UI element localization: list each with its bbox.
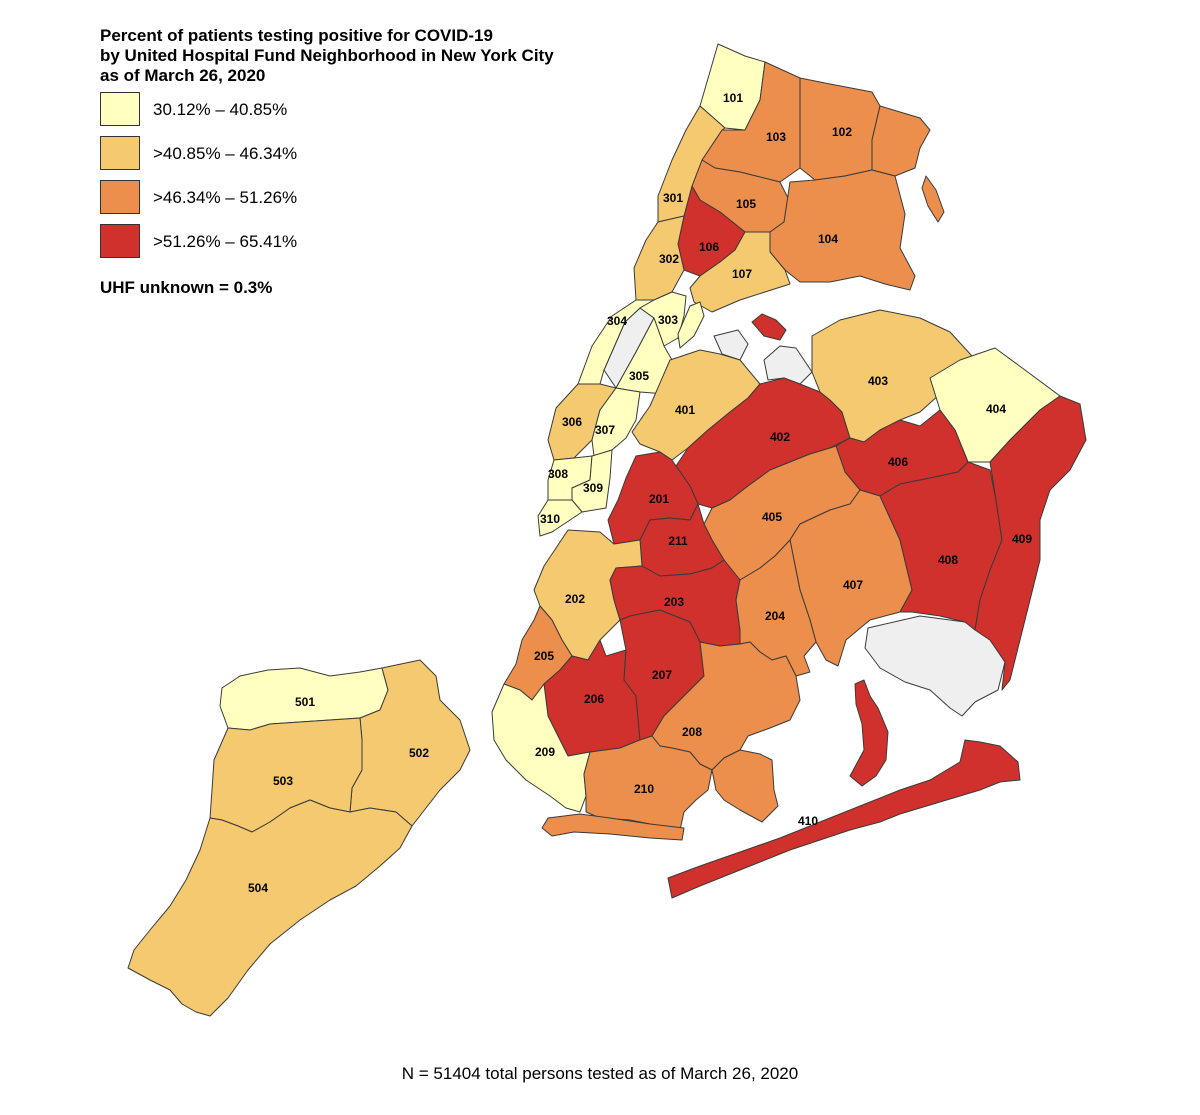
region-label-310: 310 — [540, 512, 560, 526]
region-410 — [667, 739, 1021, 899]
region-label-104: 104 — [818, 232, 838, 246]
legend-item-class-3: >46.34% – 51.26% — [100, 180, 420, 216]
footer-note: N = 51404 total persons tested as of Mar… — [401, 1064, 799, 1083]
region-label-107: 107 — [732, 267, 752, 281]
legend-item-class-2: >40.85% – 46.34% — [100, 136, 420, 172]
region-label-303: 303 — [658, 313, 678, 327]
region-label-403: 403 — [868, 374, 888, 388]
region-label-103: 103 — [766, 130, 786, 144]
region-label-208: 208 — [682, 725, 702, 739]
region-label-406: 406 — [888, 455, 908, 469]
region-label-305: 305 — [629, 369, 649, 383]
region-310 — [537, 499, 583, 537]
region-label-204: 204 — [765, 609, 785, 623]
legend-label-class-3: >46.34% – 51.26% — [153, 188, 298, 207]
region-102-island — [921, 175, 945, 223]
legend-label-class-1: 30.12% – 40.85% — [153, 100, 288, 119]
legend-swatch-class-2 — [100, 136, 140, 170]
region-label-408: 408 — [938, 553, 958, 567]
region-102-east — [871, 105, 931, 177]
region-202 — [533, 529, 643, 661]
region-303 — [639, 291, 687, 347]
region-labels: 101 102 103 104 105 106 107 201 202 203 … — [248, 91, 1032, 895]
region-label-210: 210 — [634, 782, 654, 796]
region-label-102: 102 — [832, 125, 852, 139]
region-label-307: 307 — [595, 423, 615, 437]
region-label-206: 206 — [584, 692, 604, 706]
region-label-404: 404 — [986, 402, 1006, 416]
region-label-504: 504 — [248, 881, 268, 895]
region-409 — [974, 395, 1087, 691]
legend-swatch-class-1 — [100, 92, 140, 126]
map-title: Percent of patients testing positive for… — [100, 26, 554, 85]
legend-item-class-4: >51.26% – 65.41% — [100, 224, 420, 260]
region-208 — [651, 641, 801, 771]
region-label-302: 302 — [659, 252, 679, 266]
uhf-unknown-note: UHF unknown = 0.3% — [100, 278, 273, 297]
region-label-503: 503 — [273, 774, 293, 788]
region-label-203: 203 — [664, 595, 684, 609]
region-label-409: 409 — [1012, 532, 1032, 546]
region-label-211: 211 — [668, 534, 688, 548]
laguardia-area — [713, 329, 813, 385]
legend-item-class-1: 30.12% – 40.85% — [100, 92, 420, 128]
region-label-501: 501 — [295, 695, 315, 709]
region-label-101: 101 — [723, 91, 743, 105]
region-label-410: 410 — [798, 814, 818, 828]
rikers-island — [751, 313, 787, 341]
region-label-209: 209 — [535, 745, 555, 759]
region-label-205: 205 — [534, 649, 554, 663]
region-label-105: 105 — [736, 197, 756, 211]
region-label-502: 502 — [409, 746, 429, 760]
roosevelt-island — [677, 301, 705, 349]
region-label-407: 407 — [843, 578, 863, 592]
legend-label-class-4: >51.26% – 65.41% — [153, 232, 298, 251]
legend-label-class-2: >40.85% – 46.34% — [153, 144, 298, 163]
region-107 — [689, 231, 791, 313]
region-403 — [811, 309, 973, 443]
region-204 — [735, 539, 817, 677]
region-label-301: 301 — [663, 191, 683, 205]
region-208-bergen — [711, 749, 779, 823]
region-label-401: 401 — [675, 403, 695, 417]
region-104 — [769, 169, 916, 291]
region-label-201: 201 — [649, 492, 669, 506]
legend-swatch-class-4 — [100, 224, 140, 258]
region-label-106: 106 — [699, 240, 719, 254]
region-label-308: 308 — [548, 467, 568, 481]
region-label-304: 304 — [607, 314, 627, 328]
region-label-202: 202 — [565, 592, 585, 606]
region-210-coney — [541, 813, 685, 841]
region-label-309: 309 — [583, 481, 603, 495]
region-210 — [583, 735, 713, 831]
region-410-broad-channel — [849, 679, 889, 787]
region-label-207: 207 — [652, 668, 672, 682]
region-label-405: 405 — [762, 510, 782, 524]
region-306 — [547, 383, 617, 461]
region-label-306: 306 — [562, 415, 582, 429]
region-504 — [127, 799, 413, 1017]
region-305 — [615, 317, 673, 395]
region-label-402: 402 — [770, 430, 790, 444]
legend-swatch-class-3 — [100, 180, 140, 214]
